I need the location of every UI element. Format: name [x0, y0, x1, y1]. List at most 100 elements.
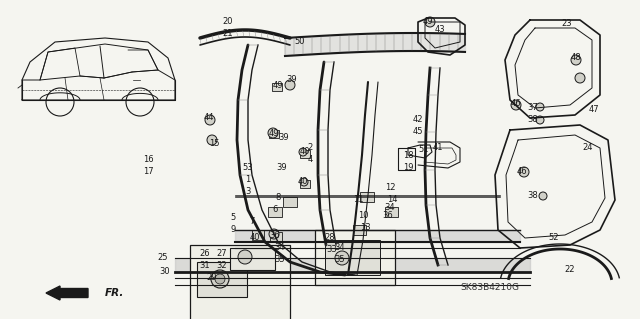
Text: 34: 34 [385, 204, 396, 212]
Text: 38: 38 [527, 191, 538, 201]
Text: 22: 22 [564, 265, 575, 275]
Circle shape [575, 73, 585, 83]
Text: 23: 23 [562, 19, 572, 28]
Text: 29: 29 [207, 273, 217, 283]
Text: 14: 14 [387, 196, 397, 204]
Text: 2: 2 [307, 144, 312, 152]
Text: 49: 49 [273, 80, 284, 90]
Bar [197, 262, 247, 297]
Circle shape [536, 103, 544, 111]
Circle shape [335, 251, 349, 265]
Text: 49: 49 [269, 129, 279, 137]
Text: 28: 28 [324, 233, 335, 241]
Text: 37: 37 [527, 102, 538, 112]
Text: 34: 34 [335, 243, 346, 253]
Circle shape [269, 229, 279, 239]
Text: 18: 18 [403, 151, 413, 160]
Circle shape [205, 115, 215, 125]
Text: 10: 10 [358, 211, 368, 219]
Text: 17: 17 [143, 167, 154, 176]
Text: 40: 40 [250, 233, 260, 241]
Text: 47: 47 [589, 106, 599, 115]
Bar [385, 207, 398, 217]
Bar [190, 245, 290, 319]
Text: 46: 46 [516, 167, 527, 176]
Text: 20: 20 [223, 18, 233, 26]
Bar [230, 248, 275, 270]
Text: 3: 3 [245, 188, 251, 197]
Circle shape [571, 55, 581, 65]
Text: 30: 30 [160, 268, 170, 277]
Text: 35: 35 [335, 256, 346, 264]
Circle shape [511, 100, 521, 110]
Text: 42: 42 [413, 115, 423, 124]
Bar [270, 232, 282, 242]
Text: 7: 7 [250, 218, 255, 226]
Circle shape [536, 116, 544, 124]
Text: 53: 53 [243, 164, 253, 173]
Bar [325, 240, 380, 275]
Text: 38: 38 [527, 115, 538, 123]
Circle shape [211, 270, 229, 288]
Text: 6: 6 [272, 205, 278, 214]
Text: 45: 45 [413, 128, 423, 137]
Text: 39: 39 [276, 164, 287, 173]
Circle shape [519, 167, 529, 177]
Text: 31: 31 [200, 261, 211, 270]
Text: 12: 12 [385, 183, 396, 192]
Text: 43: 43 [435, 26, 445, 34]
Circle shape [539, 192, 547, 200]
Text: 13: 13 [360, 224, 371, 233]
Bar [269, 130, 279, 138]
Text: 33: 33 [326, 246, 337, 255]
Text: 27: 27 [217, 249, 227, 257]
Text: 48: 48 [571, 54, 581, 63]
Text: 49: 49 [423, 18, 433, 26]
Text: 35: 35 [275, 255, 285, 263]
Text: 5: 5 [230, 213, 236, 222]
Text: 40: 40 [298, 177, 308, 187]
Text: 34: 34 [275, 242, 285, 251]
Circle shape [268, 128, 278, 138]
Text: 36: 36 [269, 231, 280, 240]
Text: 39: 39 [287, 76, 298, 85]
Text: 46: 46 [511, 99, 522, 108]
Circle shape [238, 250, 252, 264]
Bar [283, 197, 297, 207]
Bar [300, 180, 310, 188]
Circle shape [299, 148, 307, 156]
FancyArrow shape [46, 286, 88, 300]
Text: 24: 24 [583, 144, 593, 152]
Bar [315, 230, 395, 285]
Text: 4: 4 [307, 155, 312, 165]
Circle shape [425, 17, 435, 27]
Text: 41: 41 [433, 144, 444, 152]
Text: 36: 36 [383, 211, 394, 219]
Bar [252, 230, 264, 240]
Text: 51: 51 [419, 145, 429, 154]
Text: 9: 9 [230, 226, 236, 234]
Circle shape [300, 178, 308, 186]
Text: SK83B4210G: SK83B4210G [461, 284, 520, 293]
Text: 8: 8 [275, 194, 281, 203]
Text: 44: 44 [204, 114, 214, 122]
Text: 1: 1 [245, 175, 251, 184]
Bar [268, 207, 282, 217]
Text: 16: 16 [143, 155, 154, 165]
Text: 19: 19 [403, 162, 413, 172]
Text: 50: 50 [295, 38, 305, 47]
Bar [272, 83, 282, 91]
Text: 25: 25 [157, 254, 168, 263]
Text: 11: 11 [353, 196, 364, 204]
Text: 32: 32 [217, 261, 227, 270]
Circle shape [207, 135, 217, 145]
Text: 52: 52 [548, 234, 559, 242]
Text: 40: 40 [300, 147, 310, 157]
Text: 39: 39 [278, 133, 289, 143]
Bar [360, 192, 374, 202]
Bar [353, 225, 366, 235]
Text: FR.: FR. [105, 288, 124, 298]
Text: 15: 15 [209, 138, 220, 147]
Circle shape [215, 274, 225, 284]
Circle shape [285, 80, 295, 90]
